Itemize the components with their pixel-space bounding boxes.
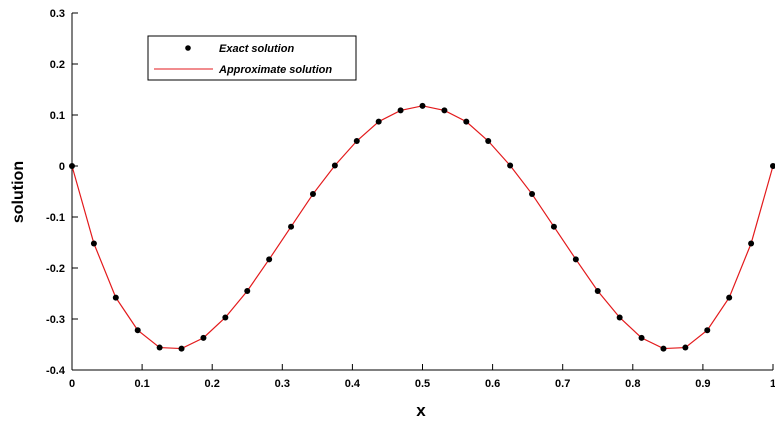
exact-solution-point xyxy=(288,223,295,230)
exact-solution-point xyxy=(331,162,338,169)
legend-box xyxy=(147,35,357,81)
x-axis-ticks: 0 0.1 0.2 0.3 0.4 0.5 0.6 0.7 0.8 0.9 1 xyxy=(69,364,775,390)
exact-solution-point xyxy=(90,240,97,247)
y-tick-label: -0.2 xyxy=(46,263,65,275)
y-tick-label: 0 xyxy=(59,161,65,173)
exact-solution-point xyxy=(178,345,185,352)
exact-solution-point xyxy=(200,334,207,341)
exact-solution-point xyxy=(156,344,163,351)
exact-solution-point xyxy=(266,256,273,263)
series-line-approximate-solution xyxy=(71,105,774,350)
exact-solution-point xyxy=(353,138,360,145)
x-axis-title: x xyxy=(416,401,426,420)
x-tick-label: 0.9 xyxy=(695,378,710,390)
exact-solution-point xyxy=(419,102,426,109)
exact-solution-point xyxy=(375,118,382,125)
x-tick-label: 0.6 xyxy=(485,378,500,390)
legend: Exact solution Approximate solution xyxy=(147,35,357,81)
x-tick-label: 0.5 xyxy=(415,378,430,390)
exact-solution-point xyxy=(529,191,536,198)
exact-solution-point xyxy=(69,163,75,169)
exact-solution-point xyxy=(682,344,689,351)
y-tick-label: -0.1 xyxy=(46,212,65,224)
x-tick-label: 0.7 xyxy=(555,378,570,390)
y-tick-label: -0.3 xyxy=(46,314,65,326)
legend-label-exact-solution: Exact solution xyxy=(219,43,294,55)
exact-solution-point xyxy=(112,294,119,301)
exact-solution-point xyxy=(441,107,448,114)
y-tick-label: 0.2 xyxy=(50,59,65,71)
exact-solution-point xyxy=(704,327,711,334)
x-tick-label: 0 xyxy=(69,378,75,390)
y-tick-label: 0.3 xyxy=(50,8,65,20)
exact-solution-point xyxy=(397,107,404,114)
legend-marker-exact xyxy=(185,45,191,51)
x-tick-label: 0.8 xyxy=(625,378,640,390)
series-layer xyxy=(69,102,775,352)
exact-solution-point xyxy=(594,287,601,294)
x-tick-label: 0.1 xyxy=(134,378,149,390)
y-tick-label: -0.4 xyxy=(46,365,66,377)
exact-solution-point xyxy=(507,162,514,169)
exact-solution-point xyxy=(485,138,492,145)
legend-label-approximate-solution: Approximate solution xyxy=(218,64,332,76)
x-tick-label: 0.2 xyxy=(205,378,220,390)
y-axis-ticks: 0.3 0.2 0.1 0 -0.1 -0.2 -0.3 -0.4 xyxy=(46,8,78,377)
exact-solution-point xyxy=(222,314,229,321)
exact-solution-point xyxy=(726,294,733,301)
y-axis-title: solution xyxy=(10,161,27,223)
exact-solution-point xyxy=(770,163,775,169)
exact-solution-point xyxy=(616,314,623,321)
exact-solution-point xyxy=(244,287,251,294)
exact-solution-point xyxy=(638,334,645,341)
exact-solution-point xyxy=(134,327,141,334)
x-tick-label: 1 xyxy=(770,378,775,390)
exact-solution-point xyxy=(463,118,470,125)
exact-solution-point xyxy=(748,240,755,247)
exact-solution-point xyxy=(309,191,316,198)
exact-solution-point xyxy=(572,256,579,263)
exact-solution-point xyxy=(660,345,667,352)
exact-solution-point xyxy=(550,223,557,230)
x-tick-label: 0.3 xyxy=(275,378,290,390)
x-tick-label: 0.4 xyxy=(345,378,361,390)
y-tick-label: 0.1 xyxy=(50,110,65,122)
